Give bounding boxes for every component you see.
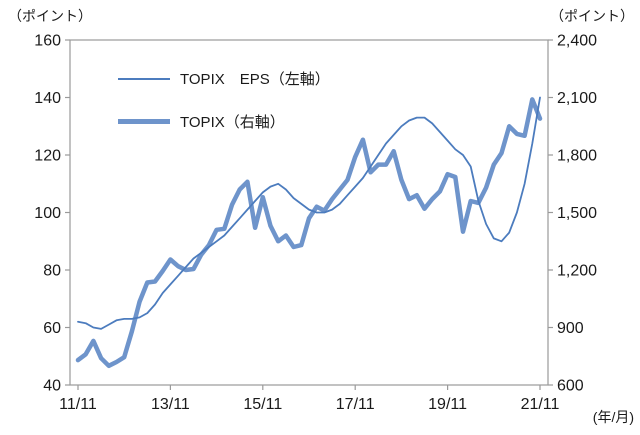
left-axis-tick-label: 100: [34, 205, 61, 222]
legend: TOPIX EPS（左軸） TOPIX（右軸）: [118, 68, 330, 132]
x-axis-tick-label: 17/11: [336, 396, 375, 413]
eps-line-swatch: [118, 77, 170, 80]
x-axis-tick-label: 13/11: [151, 396, 190, 413]
right-axis-tick-label: 2,100: [557, 90, 597, 107]
left-axis-tick-label: 40: [43, 378, 61, 395]
left-axis-tick-label: 140: [34, 90, 61, 107]
right-axis-tick-label: 1,200: [557, 263, 597, 280]
legend-label-eps: TOPIX EPS（左軸）: [180, 71, 330, 88]
right-axis-tick-label: 2,400: [557, 33, 597, 50]
right-axis-tick-label: 1,500: [557, 205, 597, 222]
right-axis-tick-label: 600: [557, 378, 584, 395]
x-axis-unit-label: (年/月): [592, 409, 634, 425]
x-axis-tick-label: 11/11: [59, 396, 97, 413]
x-axis-tick-label: 21/11: [521, 396, 560, 413]
right-axis-tick-label: 1,800: [557, 148, 597, 165]
left-axis-tick-label: 60: [43, 320, 61, 337]
legend-label-topix: TOPIX（右軸）: [180, 114, 285, 131]
legend-item-eps: TOPIX EPS（左軸）: [118, 68, 330, 89]
x-axis-tick-label: 15/11: [243, 396, 282, 413]
legend-item-topix: TOPIX（右軸）: [118, 111, 330, 132]
topix-line-swatch: [118, 119, 170, 124]
eps-series-line: [77, 96, 541, 330]
left-axis-tick-label: 160: [34, 33, 61, 50]
right-axis-unit-label: （ポイント）: [550, 8, 634, 24]
right-axis-tick-label: 900: [557, 320, 584, 337]
left-axis-unit-label: （ポイント）: [8, 8, 92, 24]
left-axis-tick-label: 80: [43, 263, 61, 280]
topix-series-line: [75, 97, 543, 369]
x-axis-tick-label: 19/11: [428, 396, 467, 413]
left-axis-tick-label: 120: [34, 148, 61, 165]
